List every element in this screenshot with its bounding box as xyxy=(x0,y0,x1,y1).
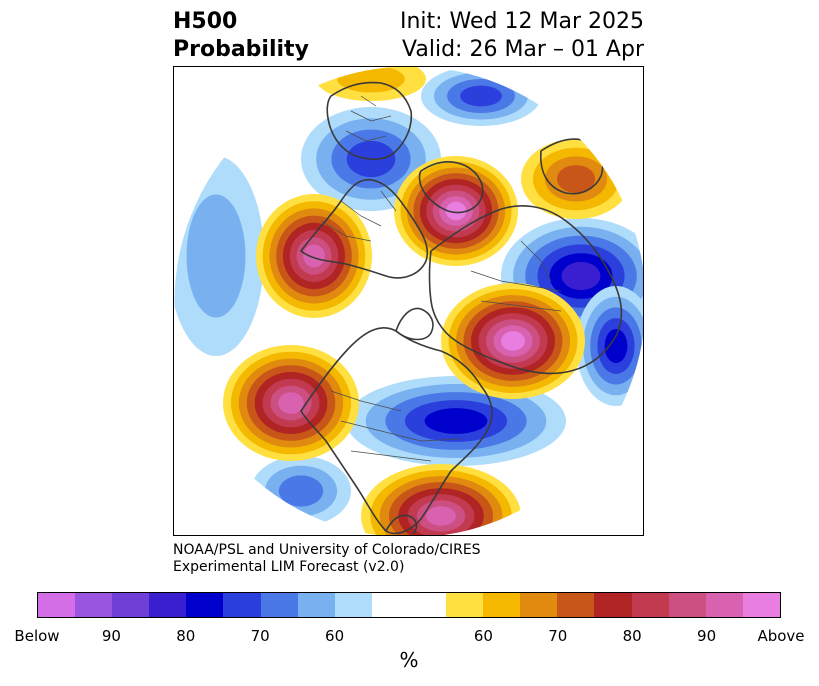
coastline-europe xyxy=(299,179,429,279)
border-lines-1 xyxy=(330,390,462,462)
colorbar-segment xyxy=(631,593,669,617)
credit-line-1: NOAA/PSL and University of Colorado/CIRE… xyxy=(173,542,481,558)
colorbar-segment xyxy=(260,593,298,617)
contour-band xyxy=(278,392,304,414)
border-lines-3 xyxy=(320,190,397,242)
colorbar-segment xyxy=(149,593,187,617)
political-borders xyxy=(320,95,562,462)
coastline-asia xyxy=(428,205,623,375)
colorbar-segment xyxy=(668,593,706,617)
anomaly-above-gulf-alaska xyxy=(223,345,359,461)
credit-line-2: Experimental LIM Forecast (v2.0) xyxy=(173,559,405,575)
anomaly-above-southern-us xyxy=(361,464,521,535)
coastline-north-america xyxy=(300,327,493,535)
colorbar-tick-label: Above xyxy=(757,627,805,645)
coastline-central-america xyxy=(385,514,418,535)
colorbar-segment xyxy=(705,593,743,617)
contour-band xyxy=(501,331,525,351)
colorbar-tick-label: 70 xyxy=(548,627,568,645)
colorbar xyxy=(37,592,781,618)
anomaly-above-north-pacific-west xyxy=(256,194,372,318)
colorbar-segment xyxy=(446,593,484,617)
contour-band xyxy=(278,475,324,507)
coastlines xyxy=(299,81,623,535)
contour-band xyxy=(604,328,628,364)
colorbar-unit: % xyxy=(399,648,419,672)
coastline-africa xyxy=(326,81,413,161)
anomaly-below-top xyxy=(421,67,541,126)
colorbar-segment xyxy=(38,593,76,617)
colorbar-tick-label: 70 xyxy=(250,627,270,645)
contour-band xyxy=(303,244,325,268)
title-right: Init: Wed 12 Mar 2025 Valid: 26 Mar – 01… xyxy=(400,8,644,64)
colorbar-segment xyxy=(186,593,224,617)
coastline-mediterranean xyxy=(418,161,484,214)
title-variable: H500 xyxy=(173,9,238,34)
contour-band xyxy=(426,506,456,526)
anomaly-below-east-asia xyxy=(576,286,643,406)
colorbar-segment xyxy=(557,593,595,617)
colorbar-segment xyxy=(334,593,372,617)
colorbar-segment xyxy=(371,593,409,617)
coastline-india xyxy=(540,138,604,195)
colorbar-segment xyxy=(483,593,521,617)
contour-band xyxy=(561,261,601,291)
init-date: Init: Wed 12 Mar 2025 xyxy=(399,9,644,34)
coastline-greenland xyxy=(395,307,434,341)
contour-band xyxy=(460,85,502,107)
colorbar-segment xyxy=(408,593,447,617)
colorbar-tick-label: 90 xyxy=(101,627,121,645)
border-lines-2 xyxy=(470,240,562,312)
contour-band xyxy=(424,408,488,434)
probability-fields xyxy=(174,67,643,535)
colorbar-tick-label: 60 xyxy=(473,627,493,645)
colorbar-tick-label: 90 xyxy=(697,627,717,645)
credit-text: NOAA/PSL and University of Colorado/CIRE… xyxy=(173,542,481,576)
border-lines-4 xyxy=(345,95,392,142)
contour-band xyxy=(445,201,467,221)
contour-band xyxy=(186,194,246,318)
colorbar-tick-label: 60 xyxy=(325,627,345,645)
anomaly-below-lower-left xyxy=(251,456,351,526)
colorbar-tick-label: 80 xyxy=(176,627,196,645)
colorbar-tick-label: 80 xyxy=(622,627,642,645)
anomaly-below-canada xyxy=(346,376,566,466)
colorbar-tick-label: Below xyxy=(14,627,60,645)
colorbar-segment xyxy=(223,593,261,617)
colorbar-segment xyxy=(520,593,558,617)
polar-map xyxy=(174,67,643,535)
anomaly-above-north-atlantic xyxy=(394,156,518,266)
anomaly-above-siberia xyxy=(441,283,585,399)
colorbar-segment xyxy=(112,593,150,617)
contour-band xyxy=(556,165,596,193)
colorbar-segment xyxy=(297,593,335,617)
title-left: H500 Probability xyxy=(173,8,309,64)
title-quantity: Probability xyxy=(173,37,309,62)
colorbar-segment xyxy=(742,593,780,617)
colorbar-segment xyxy=(75,593,113,617)
valid-range: Valid: 26 Mar – 01 Apr xyxy=(402,37,644,62)
colorbar-segment xyxy=(594,593,632,617)
map-panel xyxy=(173,66,644,536)
